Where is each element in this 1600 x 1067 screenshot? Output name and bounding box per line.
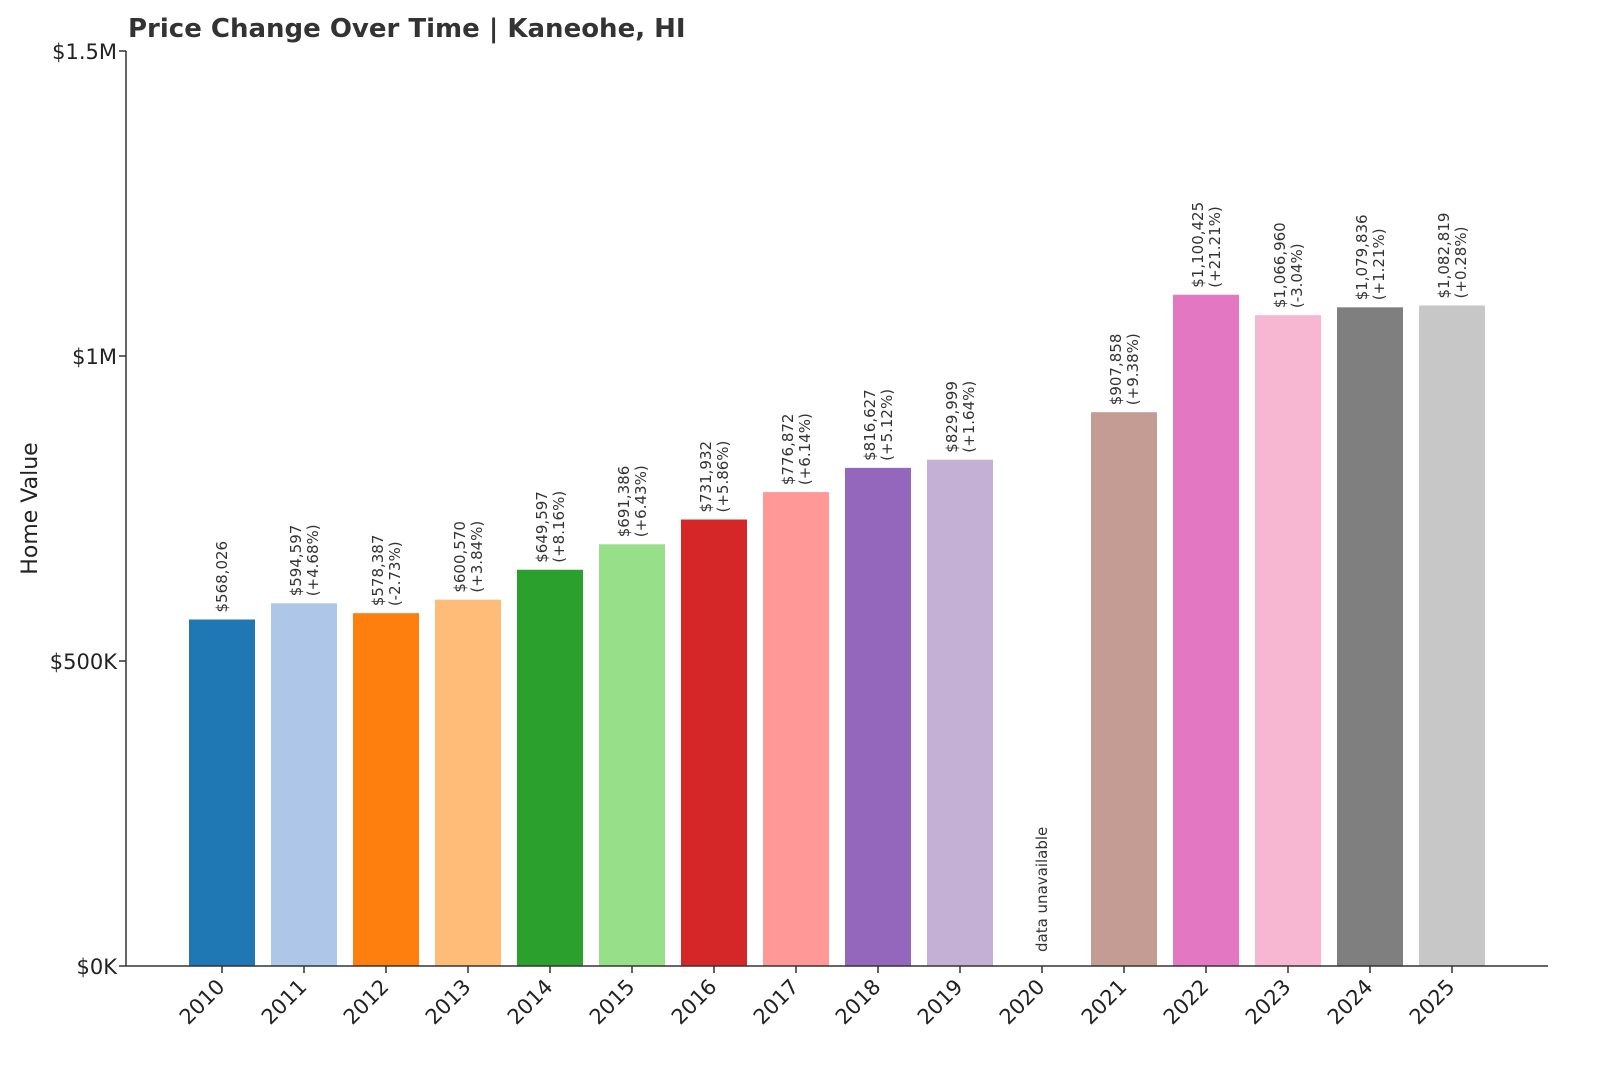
x-tick-label: 2024 (1323, 975, 1378, 1030)
missing-data-label: data unavailable (1033, 827, 1051, 952)
bar-value-label: $776,872 (779, 414, 797, 486)
x-tick-label: 2011 (257, 975, 312, 1030)
bar-change-label: (+9.38%) (1124, 333, 1142, 405)
bar-change-label: (+4.68%) (304, 524, 322, 596)
bar-change-label: (+6.43%) (632, 465, 650, 537)
bar-value-label: $829,999 (943, 381, 961, 453)
bar-2015 (599, 544, 665, 966)
bar-change-label: (+8.16%) (550, 491, 568, 563)
bar-value-label: $649,597 (533, 491, 551, 563)
bar-2011 (271, 603, 337, 966)
bar-change-label: (+1.64%) (960, 381, 978, 453)
x-tick-label: 2013 (421, 975, 476, 1030)
bar-change-label: (+0.28%) (1452, 227, 1470, 299)
chart-title: Price Change Over Time | Kaneohe, HI (128, 14, 686, 44)
y-tick-label: $1M (72, 345, 117, 369)
x-tick-label: 2020 (995, 975, 1050, 1030)
bar-change-label: (+5.86%) (714, 441, 732, 513)
x-tick-label: 2022 (1159, 975, 1214, 1030)
bar-2025 (1419, 305, 1485, 966)
x-tick-label: 2023 (1241, 975, 1296, 1030)
bar-2018 (845, 467, 911, 966)
bar-value-label: $1,100,425 (1189, 202, 1207, 288)
x-tick-label: 2010 (175, 975, 230, 1030)
x-tick-label: 2025 (1405, 975, 1460, 1030)
bar-2014 (517, 569, 583, 966)
bar-value-label: $578,387 (369, 535, 387, 607)
bar-2013 (435, 599, 501, 966)
bar-2023 (1255, 315, 1321, 966)
bar-change-label: (+21.21%) (1206, 206, 1224, 287)
bar-value-label: $731,932 (697, 441, 715, 513)
y-tick-label: $0K (77, 955, 119, 979)
y-axis: $0K $500K $1M $1.5M (50, 40, 127, 979)
bars-group (189, 294, 1485, 967)
bar-value-label: $691,386 (615, 466, 633, 538)
x-tick-label: 2014 (503, 975, 558, 1030)
bar-2012 (353, 613, 419, 966)
x-tick-label: 2019 (913, 975, 968, 1030)
y-axis-label: Home Value (18, 442, 43, 574)
bar-change-label: (+5.12%) (878, 389, 896, 461)
y-tick-label: $500K (50, 650, 118, 674)
bar-value-label: $907,858 (1107, 334, 1125, 406)
bar-change-label: (-2.73%) (386, 541, 404, 606)
x-tick-label: 2021 (1077, 975, 1132, 1030)
x-tick-label: 2018 (831, 975, 886, 1030)
bar-change-label: (+3.84%) (468, 521, 486, 593)
bar-value-label: $1,066,960 (1271, 222, 1289, 308)
bar-2019 (927, 459, 993, 966)
x-tick-label: 2016 (667, 975, 722, 1030)
bar-2021 (1091, 412, 1157, 966)
bar-2017 (763, 492, 829, 966)
x-tick-label: 2012 (339, 975, 394, 1030)
bar-labels-group: $568,026 $594,597 (+4.68%) $578,387 (-2.73%)… (213, 202, 1470, 952)
bar-value-label: $816,627 (861, 389, 879, 461)
bar-change-label: (+1.21%) (1370, 228, 1388, 300)
x-axis: 2010 2011 2012 2013 2014 2015 2016 2017 2018 2019… (126, 965, 1548, 1030)
bar-change-label: (+6.14%) (796, 413, 814, 485)
bar-change-label: (-3.04%) (1288, 243, 1306, 308)
bar-2022 (1173, 294, 1239, 967)
bar-value-label: $568,026 (213, 541, 231, 613)
x-tick-label: 2015 (585, 975, 640, 1030)
bar-value-label: $600,570 (451, 521, 469, 593)
bar-value-label: $1,082,819 (1435, 213, 1453, 299)
y-tick-label: $1.5M (52, 40, 117, 64)
bar-value-label: $1,079,836 (1353, 214, 1371, 300)
bar-value-label: $594,597 (287, 525, 305, 597)
x-tick-label: 2017 (749, 975, 804, 1030)
bar-2016 (681, 519, 747, 966)
bar-2024 (1337, 307, 1403, 966)
bar-2010 (189, 619, 255, 966)
